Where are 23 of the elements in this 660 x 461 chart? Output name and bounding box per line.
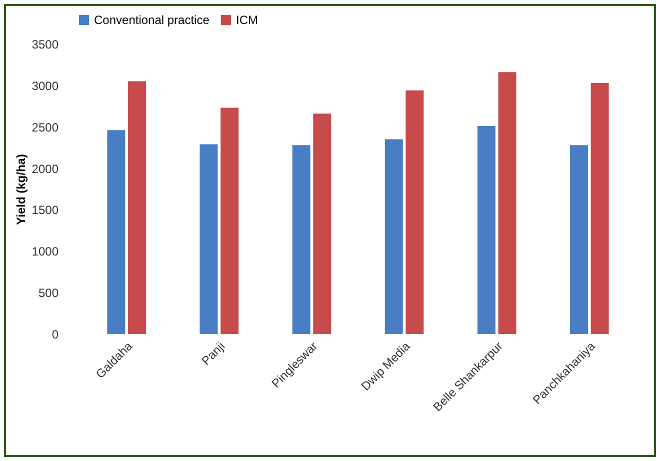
y-axis-title: Yield (kg/ha) [14, 154, 28, 225]
bar [107, 130, 126, 334]
bar [313, 114, 332, 334]
bar [292, 145, 310, 334]
bar [477, 126, 496, 334]
y-tick-label: 500 [38, 286, 59, 300]
bar [406, 90, 424, 334]
y-tick-label: 1000 [32, 244, 59, 259]
y-tick-label: 3500 [32, 38, 59, 52]
bar [200, 144, 218, 334]
y-tick-label: 3000 [32, 78, 59, 93]
bar [220, 108, 239, 334]
y-tick-label: 2500 [32, 120, 59, 134]
legend-label: ICM [236, 13, 258, 27]
bar [384, 139, 403, 334]
legend-label: Conventional practice [94, 13, 210, 27]
y-tick-label: 0 [52, 328, 59, 342]
bar [128, 81, 146, 334]
y-tick-label: 2000 [32, 162, 59, 176]
bar [498, 72, 516, 334]
y-tick-label: 1500 [32, 203, 59, 218]
bar [590, 82, 609, 334]
bar [570, 145, 588, 334]
